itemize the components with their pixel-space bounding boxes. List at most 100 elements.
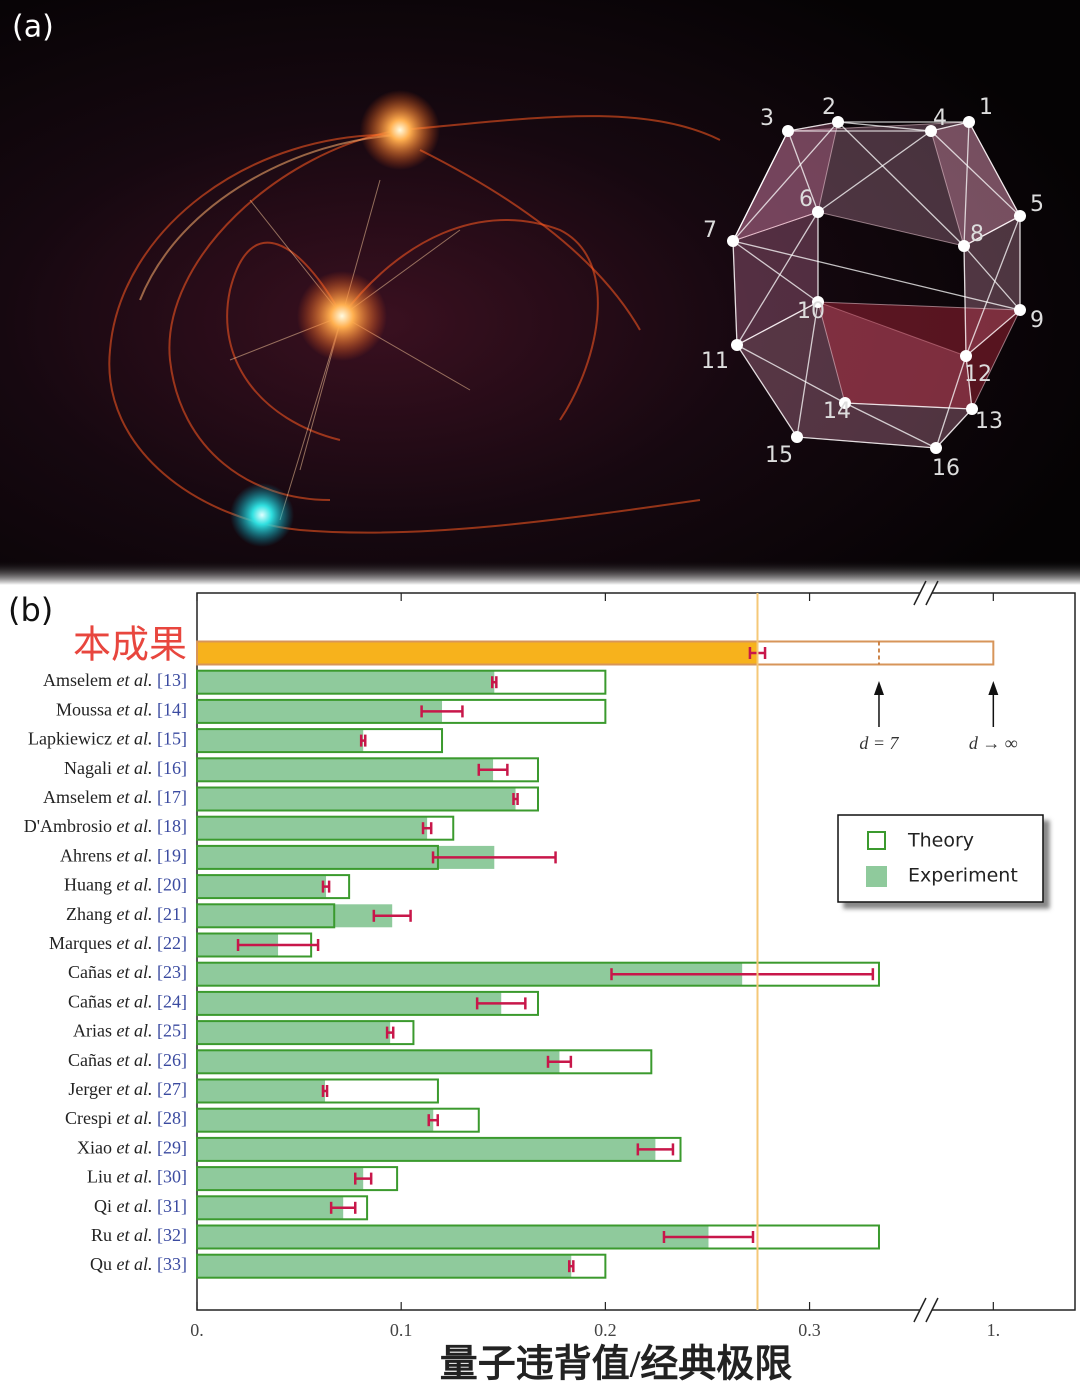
theory-bar: [196, 1049, 653, 1075]
category-label-part: et al.: [112, 816, 157, 836]
axis-break-mark: [925, 580, 939, 606]
category-label-part: [25]: [157, 1021, 187, 1041]
category-label-part: et al.: [112, 758, 157, 778]
category-label-part: et al.: [112, 962, 157, 982]
category-label-part: Cañas: [68, 1050, 112, 1070]
category-label-part: [19]: [157, 846, 187, 866]
panel-a-background: [0, 0, 1080, 585]
x-tick-label: 0.3: [798, 1320, 821, 1340]
category-label-part: Jerger: [68, 1079, 112, 1099]
fade: [0, 560, 1080, 585]
edge: [817, 130, 932, 213]
panel-b: (b) 0. 0.1 0.2 0.3 1. 量子违背值/经典极限 本成果 Amselem et…: [8, 580, 1076, 1386]
edge: [837, 121, 965, 247]
experiment-bar: [197, 1225, 709, 1249]
category-label-part: [29]: [157, 1138, 187, 1158]
edge: [965, 309, 1021, 357]
edge: [963, 245, 967, 357]
legend-box: [837, 814, 1044, 903]
glow: [230, 483, 294, 547]
legend-label: Experiment: [908, 865, 1018, 887]
category-label-part: et al.: [112, 1138, 157, 1158]
category-label-part: Ahrens: [60, 846, 112, 866]
category-label: Jerger et al. [27]: [68, 1079, 187, 1099]
axis-break-gap: [919, 590, 932, 596]
category-label: Crespi et al. [28]: [65, 1108, 187, 1128]
edge: [732, 240, 1021, 311]
experiment-bar: [197, 1108, 434, 1132]
axis-break-gap: [919, 1307, 932, 1313]
vertex: [963, 116, 975, 128]
category-label: Arias et al. [25]: [73, 1021, 187, 1041]
category-label-part: [15]: [157, 729, 187, 749]
legend: Theory Experiment: [837, 814, 1044, 903]
category-label-part: [33]: [157, 1254, 187, 1274]
category-label-part: et al.: [112, 904, 157, 924]
edge: [787, 130, 819, 213]
vertex: [1014, 210, 1026, 222]
error-bar: [385, 1026, 395, 1039]
experiment-bar: [197, 845, 495, 869]
error-bar: [636, 1143, 675, 1156]
category-label-part: et al.: [112, 992, 157, 1012]
error-bar: [431, 851, 557, 864]
experiment-bar: [197, 991, 502, 1015]
edge: [930, 121, 970, 132]
vertex-label: 4: [933, 106, 947, 131]
vertex-label: 16: [932, 456, 960, 481]
category-label-part: Liu: [87, 1167, 112, 1187]
edge: [796, 301, 819, 438]
theory-bar: [196, 1166, 399, 1192]
category-label: Ru et al. [32]: [91, 1225, 187, 1245]
theory-bar: [196, 961, 880, 987]
category-label-part: et al.: [112, 1254, 157, 1274]
vertex: [966, 403, 978, 415]
vertex-label: 14: [823, 399, 851, 424]
category-label: Marques et al. [22]: [49, 933, 187, 953]
experiment-bar: [197, 1137, 656, 1161]
category-label-part: [28]: [157, 1108, 187, 1128]
experiment-bar: [197, 904, 393, 928]
edge: [736, 211, 819, 346]
vertex-label: 6: [799, 187, 813, 212]
error-bar: [610, 968, 875, 981]
category-label: 本成果: [73, 625, 187, 667]
vertex: [930, 442, 942, 454]
theory-bar: [196, 1136, 682, 1162]
theory-bar: [196, 698, 607, 724]
vertex-label: 7: [703, 218, 717, 243]
edge: [732, 240, 738, 346]
vertex: [839, 397, 851, 409]
x-tick-label: 0.1: [390, 1320, 413, 1340]
edge: [732, 121, 839, 242]
edge: [935, 408, 973, 449]
category-label-part: Cañas: [68, 962, 112, 982]
glow: [360, 90, 440, 170]
category-label-part: Arias: [73, 1021, 112, 1041]
experiment-bar: [197, 1079, 326, 1103]
category-label-part: [30]: [157, 1167, 187, 1187]
error-bar: [567, 1260, 575, 1273]
error-bar: [321, 1085, 329, 1097]
category-label-part: [31]: [157, 1196, 187, 1216]
edge: [963, 245, 1021, 311]
vertex-label: 1: [979, 95, 993, 120]
category-label-part: et al.: [112, 1021, 157, 1041]
error-bar: [421, 822, 433, 835]
edge: [736, 344, 798, 438]
category-label-part: Cañas: [68, 992, 112, 1012]
category-label-part: [17]: [157, 787, 187, 807]
vertex: [812, 206, 824, 218]
vertex: [812, 296, 824, 308]
glow: [297, 271, 387, 361]
vertex: [782, 125, 794, 137]
vertex: [925, 125, 937, 137]
edge: [844, 402, 937, 449]
experiment-bar: [197, 758, 494, 782]
category-label: Amselem et al. [13]: [43, 670, 187, 690]
category-label: Nagali et al. [16]: [64, 758, 187, 778]
theory-bar: [196, 640, 995, 666]
theory-bar: [196, 815, 455, 841]
error-bar: [372, 909, 412, 922]
